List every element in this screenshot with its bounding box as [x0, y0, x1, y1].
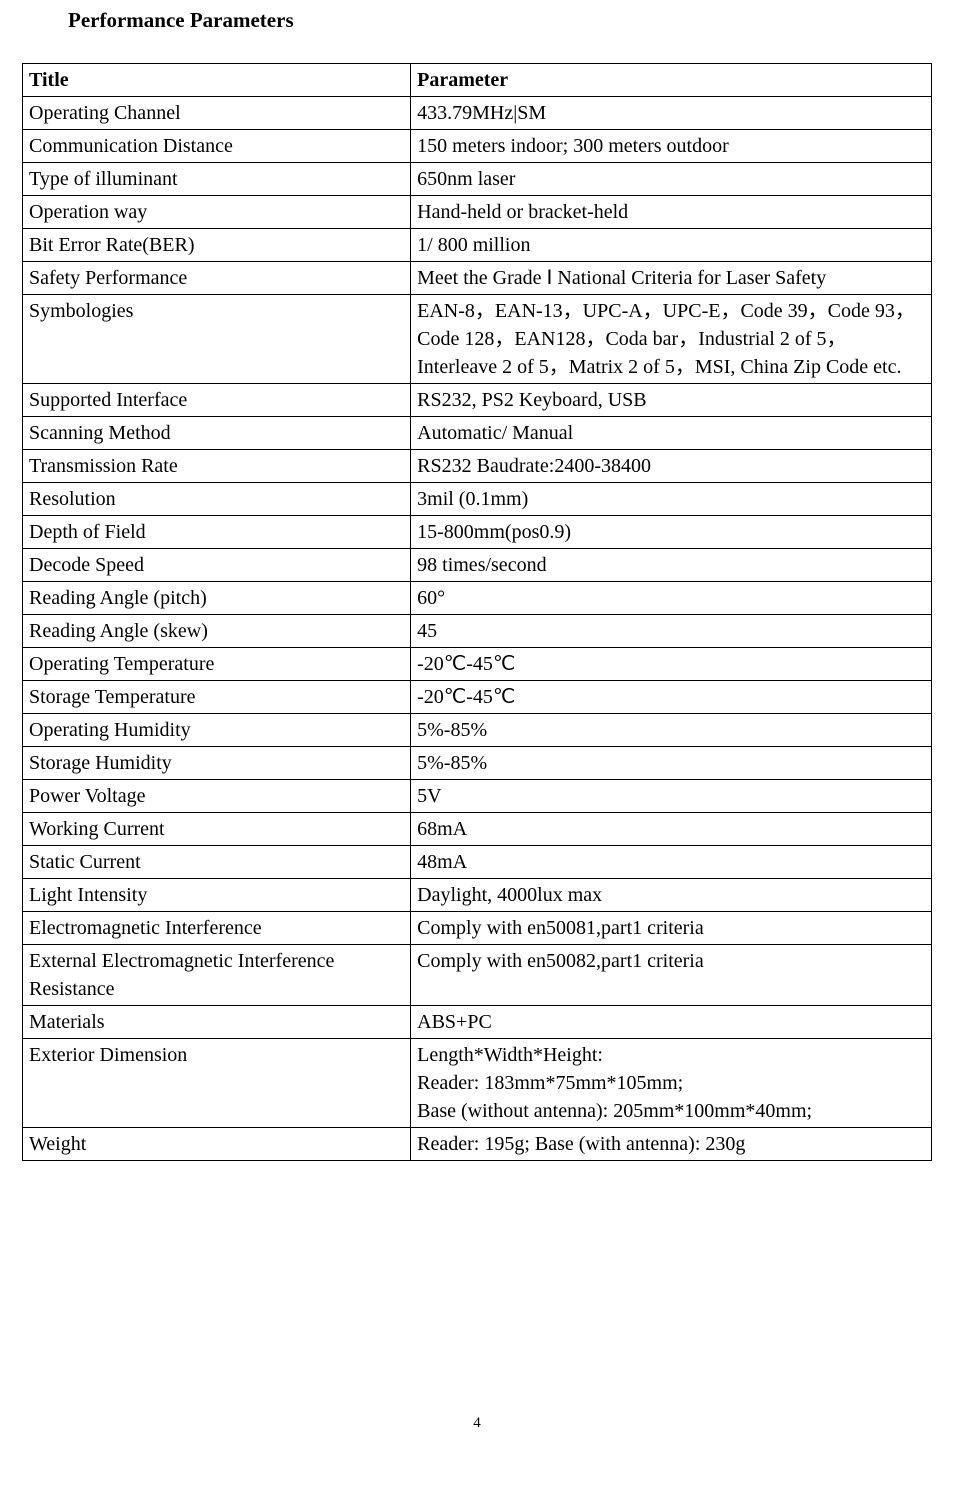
table-cell-parameter: 68mA — [411, 813, 932, 846]
table-cell-title: Resolution — [23, 483, 411, 516]
table-cell-parameter-line: Reader: 183mm*75mm*105mm; — [417, 1069, 925, 1097]
table-row: Decode Speed98 times/second — [23, 549, 932, 582]
table-row: Bit Error Rate(BER)1/ 800 million — [23, 229, 932, 262]
table-cell-parameter: 433.79MHz|SM — [411, 97, 932, 130]
table-row: Exterior DimensionLength*Width*Height:Re… — [23, 1039, 932, 1128]
table-cell-title: External Electromagnetic Interference Re… — [23, 945, 411, 1006]
table-cell-title: Working Current — [23, 813, 411, 846]
table-header-title: Title — [23, 64, 411, 97]
table-cell-title: Exterior Dimension — [23, 1039, 411, 1128]
table-header-row: Title Parameter — [23, 64, 932, 97]
table-cell-title: Light Intensity — [23, 879, 411, 912]
table-row: SymbologiesEAN-8，EAN-13，UPC-A，UPC-E，Code… — [23, 295, 932, 384]
table-cell-title: Static Current — [23, 846, 411, 879]
table-cell-parameter: 48mA — [411, 846, 932, 879]
table-cell-title: Symbologies — [23, 295, 411, 384]
table-row: Scanning MethodAutomatic/ Manual — [23, 417, 932, 450]
table-row: Reading Angle (skew)45 — [23, 615, 932, 648]
table-cell-title: Operating Channel — [23, 97, 411, 130]
table-cell-parameter: 5V — [411, 780, 932, 813]
table-cell-title: Reading Angle (pitch) — [23, 582, 411, 615]
page-title: Performance Parameters — [0, 0, 954, 41]
table-cell-parameter-line: Base (without antenna): 205mm*100mm*40mm… — [417, 1097, 925, 1125]
table-cell-parameter: Daylight, 4000lux max — [411, 879, 932, 912]
table-row: Depth of Field15-800mm(pos0.9) — [23, 516, 932, 549]
parameters-table: Title Parameter Operating Channel433.79M… — [22, 63, 932, 1161]
table-row: Operating Channel433.79MHz|SM — [23, 97, 932, 130]
table-cell-parameter: 98 times/second — [411, 549, 932, 582]
table-cell-title: Electromagnetic Interference — [23, 912, 411, 945]
table-cell-parameter: 15-800mm(pos0.9) — [411, 516, 932, 549]
table-cell-parameter: 150 meters indoor; 300 meters outdoor — [411, 130, 932, 163]
table-cell-title: Type of illuminant — [23, 163, 411, 196]
table-row: Operation wayHand-held or bracket-held — [23, 196, 932, 229]
table-header-parameter: Parameter — [411, 64, 932, 97]
table-cell-parameter: Automatic/ Manual — [411, 417, 932, 450]
table-row: Transmission RateRS232 Baudrate:2400-384… — [23, 450, 932, 483]
table-cell-parameter: Comply with en50081,part1 criteria — [411, 912, 932, 945]
table-row: WeightReader: 195g; Base (with antenna):… — [23, 1128, 932, 1161]
table-cell-title: Operating Temperature — [23, 648, 411, 681]
table-row: Reading Angle (pitch)60° — [23, 582, 932, 615]
table-cell-parameter-line: Length*Width*Height: — [417, 1041, 925, 1069]
table-cell-parameter: 650nm laser — [411, 163, 932, 196]
table-cell-parameter: -20℃-45℃ — [411, 681, 932, 714]
table-cell-parameter: Hand-held or bracket-held — [411, 196, 932, 229]
table-cell-parameter: ABS+PC — [411, 1006, 932, 1039]
table-cell-title: Operating Humidity — [23, 714, 411, 747]
table-cell-parameter: Comply with en50082,part1 criteria — [411, 945, 932, 1006]
table-row: Type of illuminant650nm laser — [23, 163, 932, 196]
table-row: Working Current68mA — [23, 813, 932, 846]
table-cell-parameter: EAN-8，EAN-13，UPC-A，UPC-E，Code 39，Code 93… — [411, 295, 932, 384]
table-cell-title: Operation way — [23, 196, 411, 229]
table-cell-parameter: 5%-85% — [411, 714, 932, 747]
table-cell-title: Power Voltage — [23, 780, 411, 813]
table-cell-parameter: Meet the Grade Ⅰ National Criteria for L… — [411, 262, 932, 295]
table-cell-parameter: 5%-85% — [411, 747, 932, 780]
table-row: External Electromagnetic Interference Re… — [23, 945, 932, 1006]
table-row: Operating Humidity5%-85% — [23, 714, 932, 747]
table-cell-title: Depth of Field — [23, 516, 411, 549]
table-row: Storage Temperature-20℃-45℃ — [23, 681, 932, 714]
parameters-table-body: Operating Channel433.79MHz|SMCommunicati… — [23, 97, 932, 1161]
table-row: Power Voltage5V — [23, 780, 932, 813]
table-cell-title: Storage Humidity — [23, 747, 411, 780]
table-cell-parameter: Reader: 195g; Base (with antenna): 230g — [411, 1128, 932, 1161]
table-row: MaterialsABS+PC — [23, 1006, 932, 1039]
table-cell-title: Safety Performance — [23, 262, 411, 295]
table-cell-title: Decode Speed — [23, 549, 411, 582]
table-row: Storage Humidity5%-85% — [23, 747, 932, 780]
table-cell-parameter: Length*Width*Height:Reader: 183mm*75mm*1… — [411, 1039, 932, 1128]
table-row: Electromagnetic InterferenceComply with … — [23, 912, 932, 945]
table-cell-title: Weight — [23, 1128, 411, 1161]
table-row: Safety PerformanceMeet the Grade Ⅰ Natio… — [23, 262, 932, 295]
page-number: 4 — [0, 1415, 954, 1432]
table-row: Static Current48mA — [23, 846, 932, 879]
table-cell-title: Bit Error Rate(BER) — [23, 229, 411, 262]
table-row: Light IntensityDaylight, 4000lux max — [23, 879, 932, 912]
table-cell-title: Scanning Method — [23, 417, 411, 450]
table-cell-parameter: RS232 Baudrate:2400-38400 — [411, 450, 932, 483]
table-row: Operating Temperature-20℃-45℃ — [23, 648, 932, 681]
table-cell-title: Communication Distance — [23, 130, 411, 163]
table-cell-title: Supported Interface — [23, 384, 411, 417]
table-row: Supported InterfaceRS232, PS2 Keyboard, … — [23, 384, 932, 417]
table-cell-parameter: RS232, PS2 Keyboard, USB — [411, 384, 932, 417]
table-cell-title: Transmission Rate — [23, 450, 411, 483]
table-row: Resolution3mil (0.1mm) — [23, 483, 932, 516]
parameters-table-wrap: Title Parameter Operating Channel433.79M… — [0, 41, 954, 1161]
table-cell-parameter: 60° — [411, 582, 932, 615]
table-cell-parameter: 3mil (0.1mm) — [411, 483, 932, 516]
table-cell-parameter: -20℃-45℃ — [411, 648, 932, 681]
table-cell-parameter: 1/ 800 million — [411, 229, 932, 262]
table-cell-title: Reading Angle (skew) — [23, 615, 411, 648]
table-cell-title: Storage Temperature — [23, 681, 411, 714]
table-cell-title: Materials — [23, 1006, 411, 1039]
table-row: Communication Distance150 meters indoor;… — [23, 130, 932, 163]
table-cell-parameter: 45 — [411, 615, 932, 648]
